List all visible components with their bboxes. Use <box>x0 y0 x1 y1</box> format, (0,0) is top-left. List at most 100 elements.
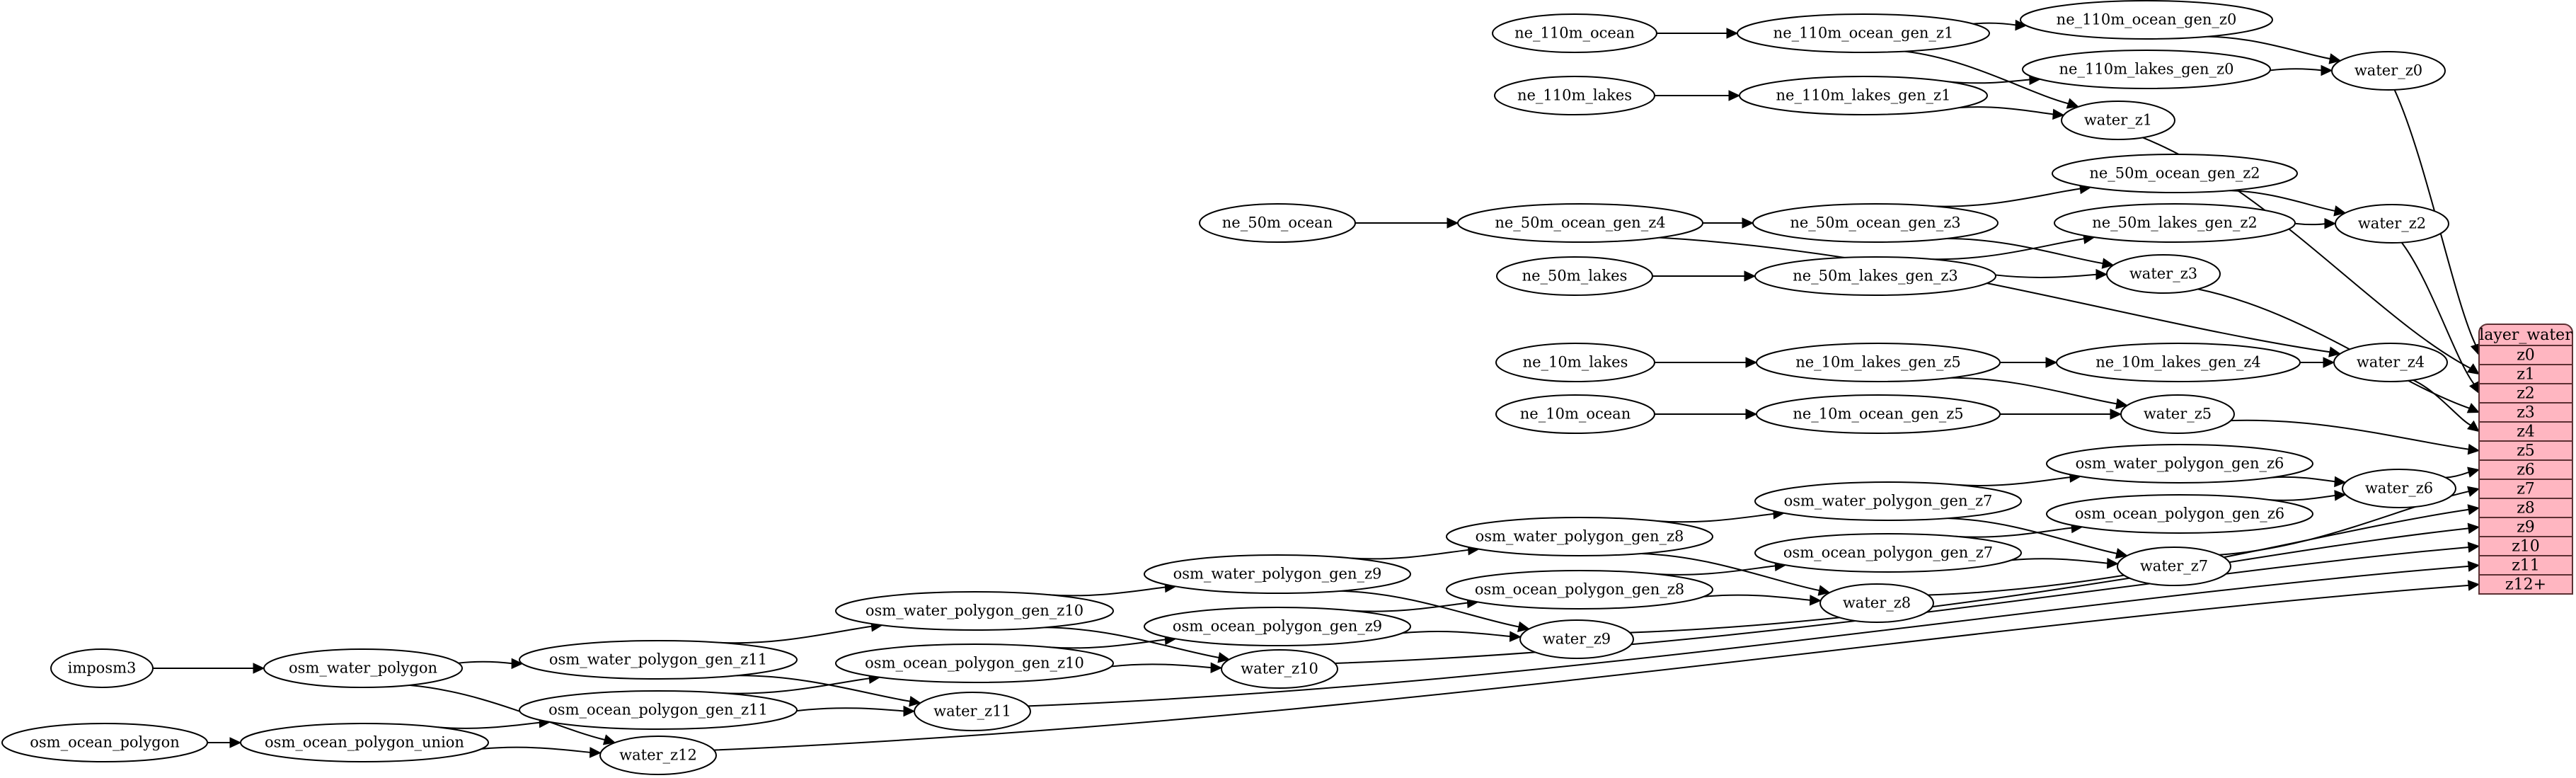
edge-arrowhead <box>2333 205 2347 217</box>
node-osm_water_polygon[interactable]: osm_water_polygon <box>263 648 463 688</box>
edge-ne_50m_ocean_gen_z2-to-water_z2 <box>2229 190 2337 212</box>
node-osm_water_polygon_gen_z6[interactable]: osm_water_polygon_gen_z6 <box>2046 444 2313 484</box>
node-water_z12[interactable]: water_z12 <box>599 736 717 775</box>
edge-osm_ocean_polygon_gen_z11-to-osm_ocean_polygon_gen_z10 <box>722 677 871 694</box>
edge-arrowhead <box>2107 557 2119 569</box>
node-ne_110m_ocean_gen_z1[interactable]: ne_110m_ocean_gen_z1 <box>1737 13 1990 53</box>
node-label-ne_10m_ocean_gen_z5: ne_10m_ocean_gen_z5 <box>1793 406 1963 423</box>
node-ellipse-osm_ocean_polygon_gen_z7 <box>1754 533 2022 573</box>
edge-arrowhead <box>2466 420 2480 433</box>
node-label-water_z0: water_z0 <box>2354 62 2422 79</box>
node-water_z1[interactable]: water_z1 <box>2061 101 2175 140</box>
edge-water_z10-to-layer_water-z10 <box>1335 546 2471 664</box>
node-label-water_z2: water_z2 <box>2358 215 2426 232</box>
node-ellipse-ne_110m_lakes_gen_z0 <box>2022 50 2271 89</box>
layer-water-row-label-z6: z6 <box>2517 462 2535 479</box>
node-osm_ocean_polygon_gen_z10[interactable]: osm_ocean_polygon_gen_z10 <box>835 643 1114 683</box>
node-ne_10m_lakes[interactable]: ne_10m_lakes <box>1495 343 1655 382</box>
edge-osm_ocean_polygon_gen_z7-to-water_z7 <box>2011 558 2109 564</box>
node-label-water_z12: water_z12 <box>619 747 697 764</box>
node-ellipse-osm_ocean_polygon_gen_z6 <box>2046 494 2313 534</box>
node-label-osm_ocean_polygon_union: osm_ocean_polygon_union <box>265 734 464 751</box>
node-osm_water_polygon_gen_z8[interactable]: osm_water_polygon_gen_z8 <box>1446 517 1713 556</box>
node-water_z4[interactable]: water_z4 <box>2333 343 2448 382</box>
node-osm_ocean_polygon_gen_z6[interactable]: osm_ocean_polygon_gen_z6 <box>2046 494 2313 534</box>
node-water_z10[interactable]: water_z10 <box>1221 649 1338 689</box>
node-ellipse-osm_water_polygon_gen_z6 <box>2046 444 2313 484</box>
node-label-ne_110m_lakes: ne_110m_lakes <box>1517 87 1632 104</box>
node-ellipse-ne_110m_lakes_gen_z1 <box>1739 76 1988 115</box>
layer-water-row-z10[interactable] <box>2478 536 2573 556</box>
node-ellipse-osm_ocean_polygon_gen_z10 <box>835 643 1114 683</box>
node-osm_water_polygon_gen_z11[interactable]: osm_water_polygon_gen_z11 <box>519 640 798 680</box>
node-osm_ocean_polygon[interactable]: osm_ocean_polygon <box>1 723 208 762</box>
node-osm_ocean_polygon_gen_z7[interactable]: osm_ocean_polygon_gen_z7 <box>1754 533 2022 573</box>
node-osm_ocean_polygon_union[interactable]: osm_ocean_polygon_union <box>240 723 489 762</box>
layer-water-row-z12plus[interactable] <box>2478 574 2573 595</box>
node-ne_10m_ocean[interactable]: ne_10m_ocean <box>1495 394 1655 434</box>
node-ne_50m_ocean[interactable]: ne_50m_ocean <box>1199 203 1356 243</box>
layer-water-row-z5[interactable] <box>2478 440 2573 461</box>
node-label-ne_50m_ocean_gen_z3: ne_50m_ocean_gen_z3 <box>1790 214 1960 231</box>
node-osm_water_polygon_gen_z10[interactable]: osm_water_polygon_gen_z10 <box>835 591 1114 631</box>
layer-water-row-label-z1: z1 <box>2517 366 2535 384</box>
edge-arrowhead <box>1210 662 1223 674</box>
node-water_z2[interactable]: water_z2 <box>2335 204 2449 244</box>
node-label-osm_ocean_polygon_gen_z11: osm_ocean_polygon_gen_z11 <box>548 702 768 719</box>
node-imposm3[interactable]: imposm3 <box>50 648 154 688</box>
node-label-water_z6: water_z6 <box>2365 480 2433 497</box>
node-ne_50m_lakes_gen_z3[interactable]: ne_50m_lakes_gen_z3 <box>1754 256 1996 296</box>
layer-water-row-z0[interactable] <box>2478 345 2573 365</box>
node-osm_ocean_polygon_gen_z11[interactable]: osm_ocean_polygon_gen_z11 <box>519 690 798 730</box>
node-ne_110m_lakes_gen_z0[interactable]: ne_110m_lakes_gen_z0 <box>2022 50 2271 89</box>
node-ellipse-water_z1 <box>2061 101 2175 140</box>
node-ne_110m_lakes_gen_z1[interactable]: ne_110m_lakes_gen_z1 <box>1739 76 1988 115</box>
node-ne_110m_ocean[interactable]: ne_110m_ocean <box>1492 13 1657 53</box>
node-ne_50m_lakes_gen_z2[interactable]: ne_50m_lakes_gen_z2 <box>2054 203 2296 243</box>
edge-arrowhead <box>2045 357 2058 368</box>
node-osm_water_polygon_gen_z7[interactable]: osm_water_polygon_gen_z7 <box>1754 481 2022 521</box>
layer-water-row-z8[interactable] <box>2478 498 2573 518</box>
edge-arrowhead <box>2095 268 2108 280</box>
node-water_z9[interactable]: water_z9 <box>1519 619 1634 659</box>
node-osm_ocean_polygon_gen_z8[interactable]: osm_ocean_polygon_gen_z8 <box>1446 570 1713 610</box>
node-ne_50m_ocean_gen_z4[interactable]: ne_50m_ocean_gen_z4 <box>1457 203 1703 243</box>
edge-arrowhead <box>2324 217 2337 229</box>
node-label-water_z7: water_z7 <box>2140 558 2208 575</box>
node-label-ne_110m_lakes_gen_z1: ne_110m_lakes_gen_z1 <box>1776 87 1951 104</box>
node-ne_10m_lakes_gen_z4[interactable]: ne_10m_lakes_gen_z4 <box>2056 343 2301 382</box>
node-label-water_z1: water_z1 <box>2084 112 2152 129</box>
node-ne_50m_ocean_gen_z3[interactable]: ne_50m_ocean_gen_z3 <box>1752 203 1999 243</box>
node-label-ne_110m_lakes_gen_z0: ne_110m_lakes_gen_z0 <box>2059 61 2234 78</box>
edge-osm_water_polygon_gen_z6-to-water_z6 <box>2270 476 2337 483</box>
edge-arrowhead <box>2101 258 2115 269</box>
node-ne_50m_ocean_gen_z2[interactable]: ne_50m_ocean_gen_z2 <box>2052 154 2298 193</box>
edge-water_z2-to-layer_water-z2 <box>2400 241 2476 386</box>
node-ellipse-osm_water_polygon_gen_z7 <box>1754 481 2022 521</box>
layer-water-row-z6[interactable] <box>2478 459 2573 480</box>
node-water_z8[interactable]: water_z8 <box>1819 583 1934 623</box>
node-water_z3[interactable]: water_z3 <box>2106 254 2221 294</box>
node-ne_110m_ocean_gen_z0[interactable]: ne_110m_ocean_gen_z0 <box>2020 0 2273 40</box>
layer-water-row-z2[interactable] <box>2478 383 2573 404</box>
node-label-ne_110m_ocean: ne_110m_ocean <box>1514 25 1635 42</box>
layer-water-row-z9[interactable] <box>2478 517 2573 537</box>
layer-water-row-z11[interactable] <box>2478 555 2573 576</box>
node-ne_50m_lakes[interactable]: ne_50m_lakes <box>1496 256 1653 296</box>
node-ellipse-ne_10m_lakes <box>1495 343 1655 382</box>
node-label-ne_110m_ocean_gen_z0: ne_110m_ocean_gen_z0 <box>2057 11 2237 28</box>
edge-arrowhead <box>2467 542 2480 553</box>
node-water_z11[interactable]: water_z11 <box>914 692 1031 731</box>
node-water_z7[interactable]: water_z7 <box>2117 547 2231 586</box>
layer-water-row-label-z2: z2 <box>2517 385 2535 403</box>
nodes-layer: ne_110m_ocean ne_110m_ocean_gen_z1 ne_110m… <box>1 0 2456 775</box>
node-osm_water_polygon_gen_z9[interactable]: osm_water_polygon_gen_z9 <box>1144 554 1411 594</box>
node-ellipse-ne_10m_lakes_gen_z4 <box>2056 343 2301 382</box>
node-ne_110m_lakes[interactable]: ne_110m_lakes <box>1494 76 1655 115</box>
node-water_z6[interactable]: water_z6 <box>2342 469 2456 508</box>
node-ne_10m_lakes_gen_z5[interactable]: ne_10m_lakes_gen_z5 <box>1756 343 2001 382</box>
node-water_z5[interactable]: water_z5 <box>2120 394 2235 434</box>
node-water_z0[interactable]: water_z0 <box>2331 51 2446 91</box>
node-osm_ocean_polygon_gen_z9[interactable]: osm_ocean_polygon_gen_z9 <box>1144 607 1411 646</box>
node-ne_10m_ocean_gen_z5[interactable]: ne_10m_ocean_gen_z5 <box>1756 394 2001 434</box>
